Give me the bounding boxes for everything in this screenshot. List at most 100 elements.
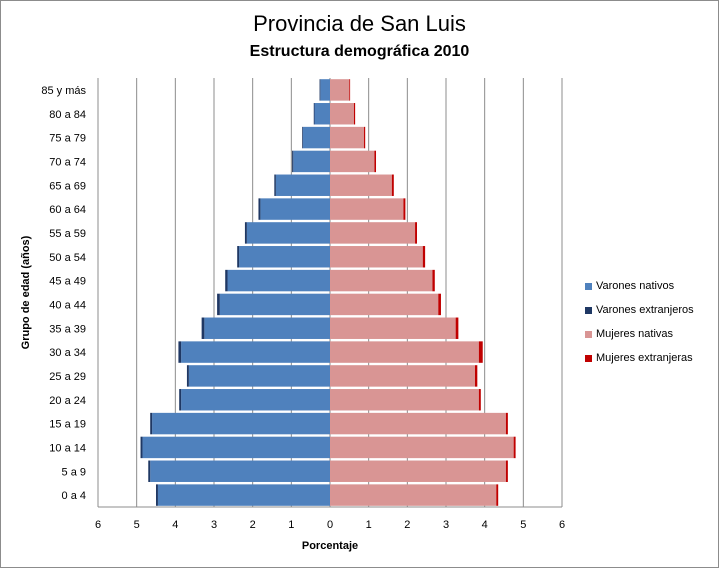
bar-mujeres-nativas (330, 198, 404, 220)
bar-mujeres-nativas (330, 365, 475, 387)
bar-mujeres-extranjeras (475, 365, 478, 387)
bar-mujeres-extranjeras (505, 460, 508, 482)
bar-varones-nativos (314, 103, 330, 125)
bar-varones-extranjeros (244, 222, 247, 244)
y-tick-label: 40 a 44 (49, 299, 86, 311)
y-tick-label: 30 a 34 (49, 347, 86, 359)
bar-varones-extranjeros (274, 174, 276, 196)
legend-swatch (585, 354, 592, 362)
legend-label: Varones nativos (596, 280, 675, 292)
legend-item-mujeres-extranjeras: Mujeres extranjeras (585, 346, 694, 370)
bar-varones-nativos (302, 126, 330, 149)
bar-varones-nativos (188, 365, 330, 387)
bar-varones-extranjeros (319, 79, 321, 101)
bar-mujeres-extranjeras (364, 126, 366, 149)
x-tick-label: 4 (482, 519, 488, 531)
x-axis-title: Porcentaje (302, 540, 358, 552)
legend: Varones nativos Varones extranjeros Muje… (585, 274, 694, 370)
bar-varones-nativos (227, 269, 330, 292)
bar-mujeres-extranjeras (496, 484, 499, 506)
y-tick-label: 10 a 14 (49, 442, 86, 454)
bar-varones-extranjeros (150, 412, 153, 435)
legend-swatch (585, 330, 592, 338)
bar-varones-extranjeros (313, 103, 315, 125)
bar-mujeres-nativas (330, 293, 439, 316)
bar-varones-nativos (275, 174, 330, 196)
bar-varones-nativos (260, 198, 330, 220)
bar-mujeres-extranjeras (478, 341, 483, 363)
y-tick-label: 5 a 9 (62, 466, 86, 478)
bar-varones-nativos (181, 341, 330, 363)
legend-item-varones-nativos: Varones nativos (585, 274, 694, 298)
y-axis-tick-labels: 0 a 4 5 a 9 10 a 14 15 a 19 20 a 24 25 a 29 30… (41, 85, 86, 502)
x-tick-label: 5 (520, 519, 526, 531)
y-tick-label: 75 a 79 (49, 133, 86, 145)
bar-varones-extranjeros (302, 126, 303, 149)
x-axis-tick-labels: 6 5 4 3 2 1 0 1 2 3 4 5 6 (95, 519, 565, 531)
y-tick-label: 15 a 19 (49, 419, 86, 431)
bar-mujeres-extranjeras (513, 436, 516, 459)
legend-label: Mujeres extranjeras (596, 352, 693, 364)
x-tick-label: 5 (134, 519, 140, 531)
bar-mujeres-extranjeras (403, 198, 406, 220)
bar-varones-nativos (181, 389, 330, 411)
bar-mujeres-nativas (330, 150, 375, 173)
y-axis-title: Grupo de edad (años) (20, 235, 32, 349)
bar-mujeres-nativas (330, 222, 416, 244)
y-tick-label: 85 y más (41, 85, 86, 97)
bar-mujeres-nativas (330, 317, 456, 339)
bar-mujeres-extranjeras (422, 246, 426, 268)
x-tick-label: 3 (443, 519, 449, 531)
y-tick-label: 0 a 4 (62, 490, 86, 502)
bar-varones-nativos (246, 222, 330, 244)
chart-subtitle: Estructura demográfica 2010 (249, 43, 470, 60)
y-tick-label: 70 a 74 (49, 156, 86, 168)
bar-mujeres-extranjeras (415, 222, 417, 244)
bar-varones-nativos (157, 484, 330, 506)
bar-varones-nativos (320, 79, 330, 101)
legend-swatch (585, 282, 592, 290)
x-tick-label: 2 (404, 519, 410, 531)
bar-mujeres-nativas (330, 174, 392, 196)
bar-mujeres-nativas (330, 269, 433, 292)
legend-swatch (585, 306, 592, 314)
bar-varones-extranjeros (292, 150, 294, 173)
bar-varones-extranjeros (258, 198, 261, 220)
bar-varones-extranjeros (156, 484, 158, 506)
y-tick-label: 65 a 69 (49, 180, 86, 192)
x-tick-label: 1 (288, 519, 294, 531)
x-tick-label: 4 (172, 519, 178, 531)
bar-mujeres-extranjeras (478, 389, 481, 411)
bar-mujeres-extranjeras (374, 150, 377, 173)
bar-mujeres-nativas (330, 246, 423, 268)
bar-varones-extranjeros (179, 389, 182, 411)
bar-varones-extranjeros (148, 460, 151, 482)
bar-mujeres-nativas (330, 341, 479, 363)
bar-varones-nativos (219, 293, 330, 316)
bar-mujeres-nativas (330, 412, 506, 435)
x-tick-label: 6 (95, 519, 101, 531)
bars (140, 79, 516, 506)
chart-title: Provincia de San Luis (253, 11, 466, 36)
bar-mujeres-extranjeras (432, 269, 435, 292)
x-tick-label: 1 (366, 519, 372, 531)
bar-mujeres-nativas (330, 436, 514, 459)
y-tick-label: 25 a 29 (49, 371, 86, 383)
bar-varones-extranjeros (237, 246, 240, 268)
x-tick-label: 2 (250, 519, 256, 531)
gridlines (97, 78, 563, 508)
x-tick-label: 6 (559, 519, 565, 531)
bar-varones-extranjeros (178, 341, 182, 363)
bar-varones-extranjeros (201, 317, 205, 339)
bar-mujeres-extranjeras (438, 293, 441, 316)
bar-varones-extranjeros (225, 269, 228, 292)
bar-varones-nativos (239, 246, 330, 268)
legend-label: Varones extranjeros (596, 304, 694, 316)
bar-mujeres-extranjeras (353, 103, 356, 125)
bar-varones-nativos (142, 436, 330, 459)
bar-mujeres-nativas (330, 484, 497, 506)
bar-varones-extranjeros (186, 365, 189, 387)
legend-item-mujeres-nativas: Mujeres nativas (585, 322, 694, 346)
